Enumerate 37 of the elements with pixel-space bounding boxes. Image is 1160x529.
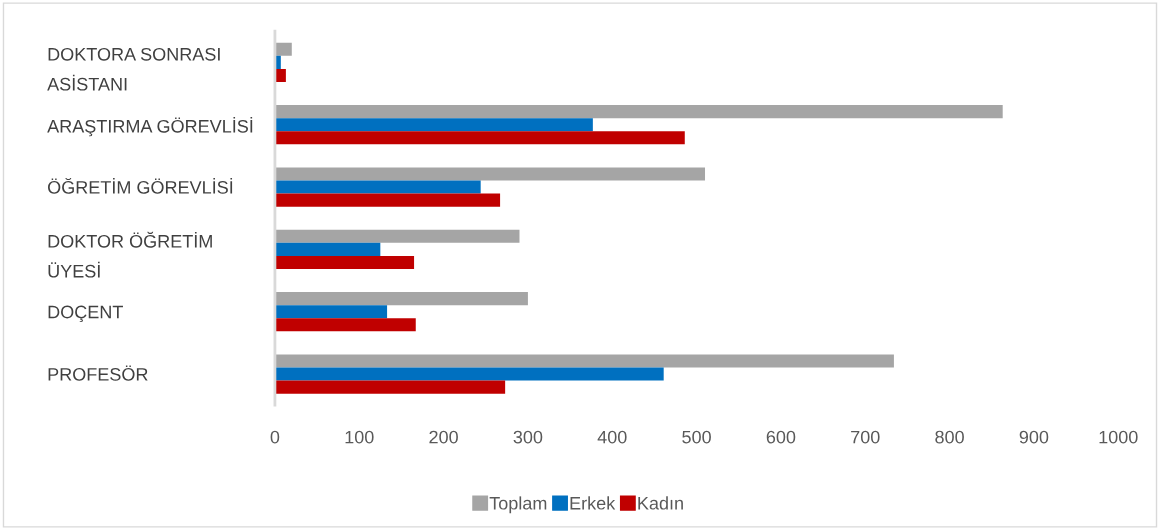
x-tick-label: 800 (935, 430, 964, 444)
bar (274, 292, 528, 306)
x-tick-label: 1000 (1099, 430, 1138, 444)
bar (274, 242, 381, 256)
bar (274, 229, 520, 243)
y-tick-label: DOKTORA SONRASI ASİSTANI (47, 47, 220, 91)
y-tick-label: PROFESÖR (48, 365, 148, 381)
bar (274, 131, 685, 145)
bar (274, 68, 286, 83)
bar (274, 354, 894, 368)
x-tick-label: 400 (597, 430, 627, 444)
bar (274, 380, 506, 394)
bar (274, 167, 706, 181)
bar (274, 105, 1003, 119)
bar (274, 255, 415, 270)
y-tick-label: ÖĞRETİM GÖREVLİSİ (48, 177, 233, 194)
legend-label: Kadın (638, 496, 683, 510)
y-tick-label: DOKTOR ÖĞRETİM ÜYESİ (48, 231, 212, 278)
legend-label: Erkek (570, 496, 616, 510)
x-tick-label: 300 (513, 430, 543, 444)
y-tick-label: ARAŞTIRMA GÖREVLİSİ (47, 116, 253, 137)
bar (274, 42, 292, 56)
x-tick-label: 0 (270, 430, 280, 444)
x-tick-label: 200 (429, 430, 458, 444)
x-tick-label: 500 (682, 430, 711, 444)
y-tick-label: DOÇENT (48, 305, 123, 323)
bar (274, 193, 501, 207)
x-tick-label: 600 (766, 430, 796, 444)
x-tick-label: 900 (1019, 430, 1049, 444)
x-tick-label: 100 (345, 430, 374, 444)
bar (274, 305, 388, 319)
bar (274, 180, 481, 194)
x-tick-label: 700 (851, 430, 880, 444)
bar (274, 367, 664, 381)
bar (274, 118, 593, 132)
legend-label: Toplam (489, 496, 547, 514)
bar (274, 318, 416, 332)
